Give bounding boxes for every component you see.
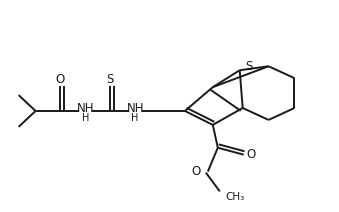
Text: CH₃: CH₃: [226, 192, 245, 202]
Text: O: O: [246, 148, 255, 161]
Text: NH: NH: [77, 102, 94, 116]
Text: H: H: [82, 113, 89, 123]
Text: S: S: [246, 60, 253, 73]
Text: O: O: [56, 73, 65, 86]
Text: H: H: [132, 113, 139, 123]
Text: NH: NH: [126, 102, 144, 116]
Text: S: S: [106, 73, 114, 86]
Text: O: O: [192, 165, 201, 178]
